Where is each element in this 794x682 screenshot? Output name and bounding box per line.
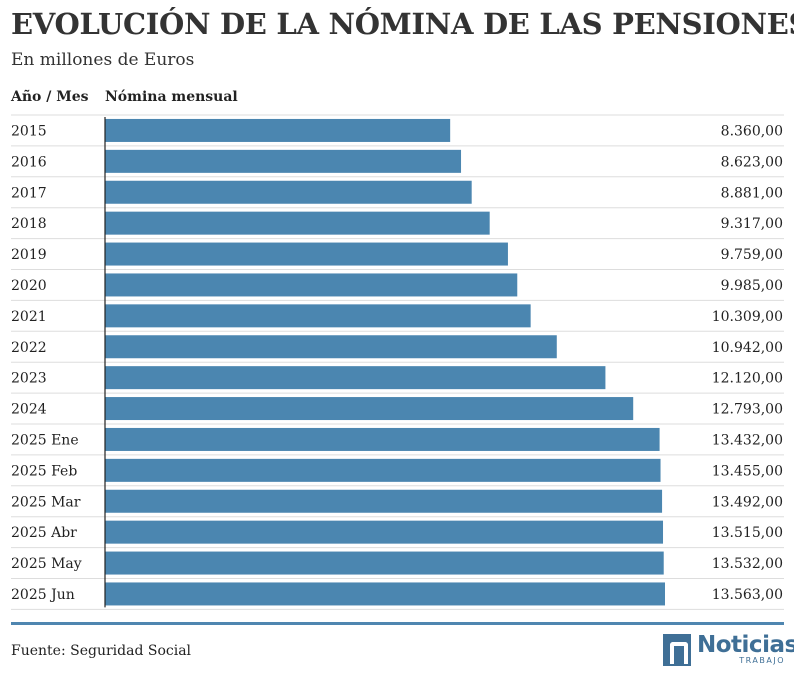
bar [105,335,557,359]
bar [105,582,665,606]
category-label: 2023 [11,371,47,387]
value-label: 9.985,00 [721,278,783,294]
category-label: 2019 [11,247,47,263]
category-label: 2024 [11,402,47,418]
value-label: 10.309,00 [712,309,783,325]
category-label: 2021 [11,309,47,325]
bar [105,242,508,266]
bar [105,118,451,142]
value-label: 9.759,00 [721,247,783,263]
value-label: 9.317,00 [721,216,783,232]
value-label: 13.492,00 [712,494,783,510]
value-label: 13.563,00 [712,587,783,603]
noticias-trabajo-logo: Noticias TRABAJO [663,632,794,666]
footer-rule [11,622,784,625]
bar [105,489,663,513]
bar [105,366,606,390]
value-label: 12.793,00 [712,402,783,418]
category-label: 2025 Ene [11,432,79,448]
value-label: 13.455,00 [712,463,783,479]
category-label: 2025 Jun [11,587,75,603]
logo-subtitle: TRABAJO [739,656,785,665]
bar [105,180,472,204]
bar [105,304,531,328]
bar [105,149,462,173]
category-label: 2016 [11,154,47,170]
bar [105,273,518,297]
category-label: 2025 May [11,556,82,572]
category-label: 2025 Feb [11,463,77,479]
value-label: 13.515,00 [712,525,783,541]
chart-title: EVOLUCIÓN DE LA NÓMINA DE LAS PENSIONES [11,7,794,41]
value-label: 10.942,00 [712,340,783,356]
category-label: 2020 [11,278,47,294]
chart-subtitle: En millones de Euros [11,50,195,70]
column-header-year: Año / Mes [11,89,89,105]
column-header-value: Nómina mensual [105,89,238,105]
value-label: 8.360,00 [721,123,783,139]
logo-name: Noticias [697,632,794,658]
bar [105,520,664,544]
value-label: 13.432,00 [712,432,783,448]
value-label: 8.881,00 [721,185,783,201]
bar [105,397,634,421]
bar [105,551,664,575]
category-label: 2022 [11,340,47,356]
source-note: Fuente: Seguridad Social [11,643,192,659]
category-label: 2025 Mar [11,494,81,510]
category-label: 2015 [11,123,47,139]
bar [105,427,660,451]
bar-chart: 2015 8.360,00 2016 8.623,00 2017 8.881,00 2018… [11,114,784,610]
value-label: 12.120,00 [712,371,783,387]
category-label: 2018 [11,216,47,232]
category-label: 2017 [11,185,47,201]
category-label: 2025 Abr [11,525,77,541]
value-label: 13.532,00 [712,556,783,572]
value-label: 8.623,00 [721,154,783,170]
bar [105,458,661,482]
bar [105,211,490,235]
logo-n-icon [663,634,691,666]
